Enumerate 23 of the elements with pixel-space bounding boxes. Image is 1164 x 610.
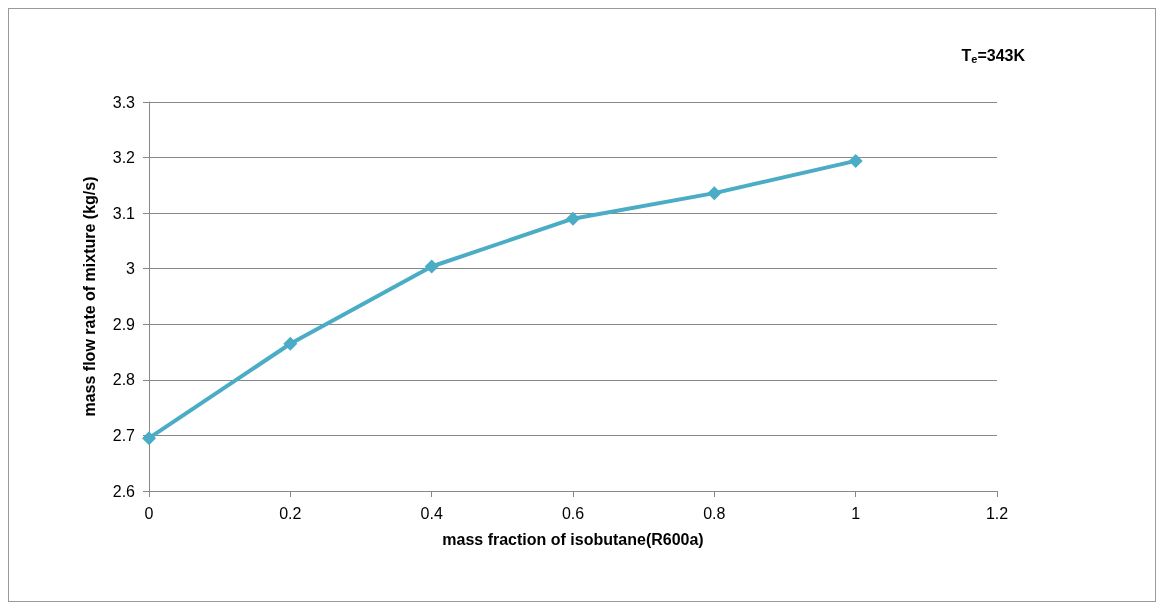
y-tick-label: 3.3: [112, 93, 136, 111]
y-tick-label: 2.7: [112, 426, 136, 444]
point: [848, 153, 863, 168]
point: [142, 431, 156, 446]
point: [566, 211, 580, 226]
y-axis-title: mass flow rate of mixture (kg/s): [80, 176, 98, 417]
x-tick-label: 0.2: [279, 504, 302, 522]
x-tick-label: 0.4: [420, 504, 443, 522]
x-tick-label: 0: [144, 504, 154, 522]
point: [424, 259, 439, 274]
x-axis-title: mass fraction of isobutane(R600a): [442, 530, 704, 548]
x-tick-label: 0.8: [703, 504, 726, 522]
y-tick-label: 2.9: [112, 315, 136, 333]
y-tick-label: 3.2: [112, 149, 136, 167]
y-tick-label: 3.1: [112, 204, 136, 222]
point: [283, 336, 298, 351]
x-tick-label: 1: [851, 504, 861, 522]
x-tick-label: 0.6: [561, 504, 585, 522]
y-tick-label: 2.6: [112, 482, 136, 500]
y-tick-label: 3: [126, 260, 136, 278]
point: [707, 186, 722, 201]
x-tick-label: 1.2: [985, 504, 1009, 522]
y-tick-label: 2.8: [112, 371, 136, 389]
